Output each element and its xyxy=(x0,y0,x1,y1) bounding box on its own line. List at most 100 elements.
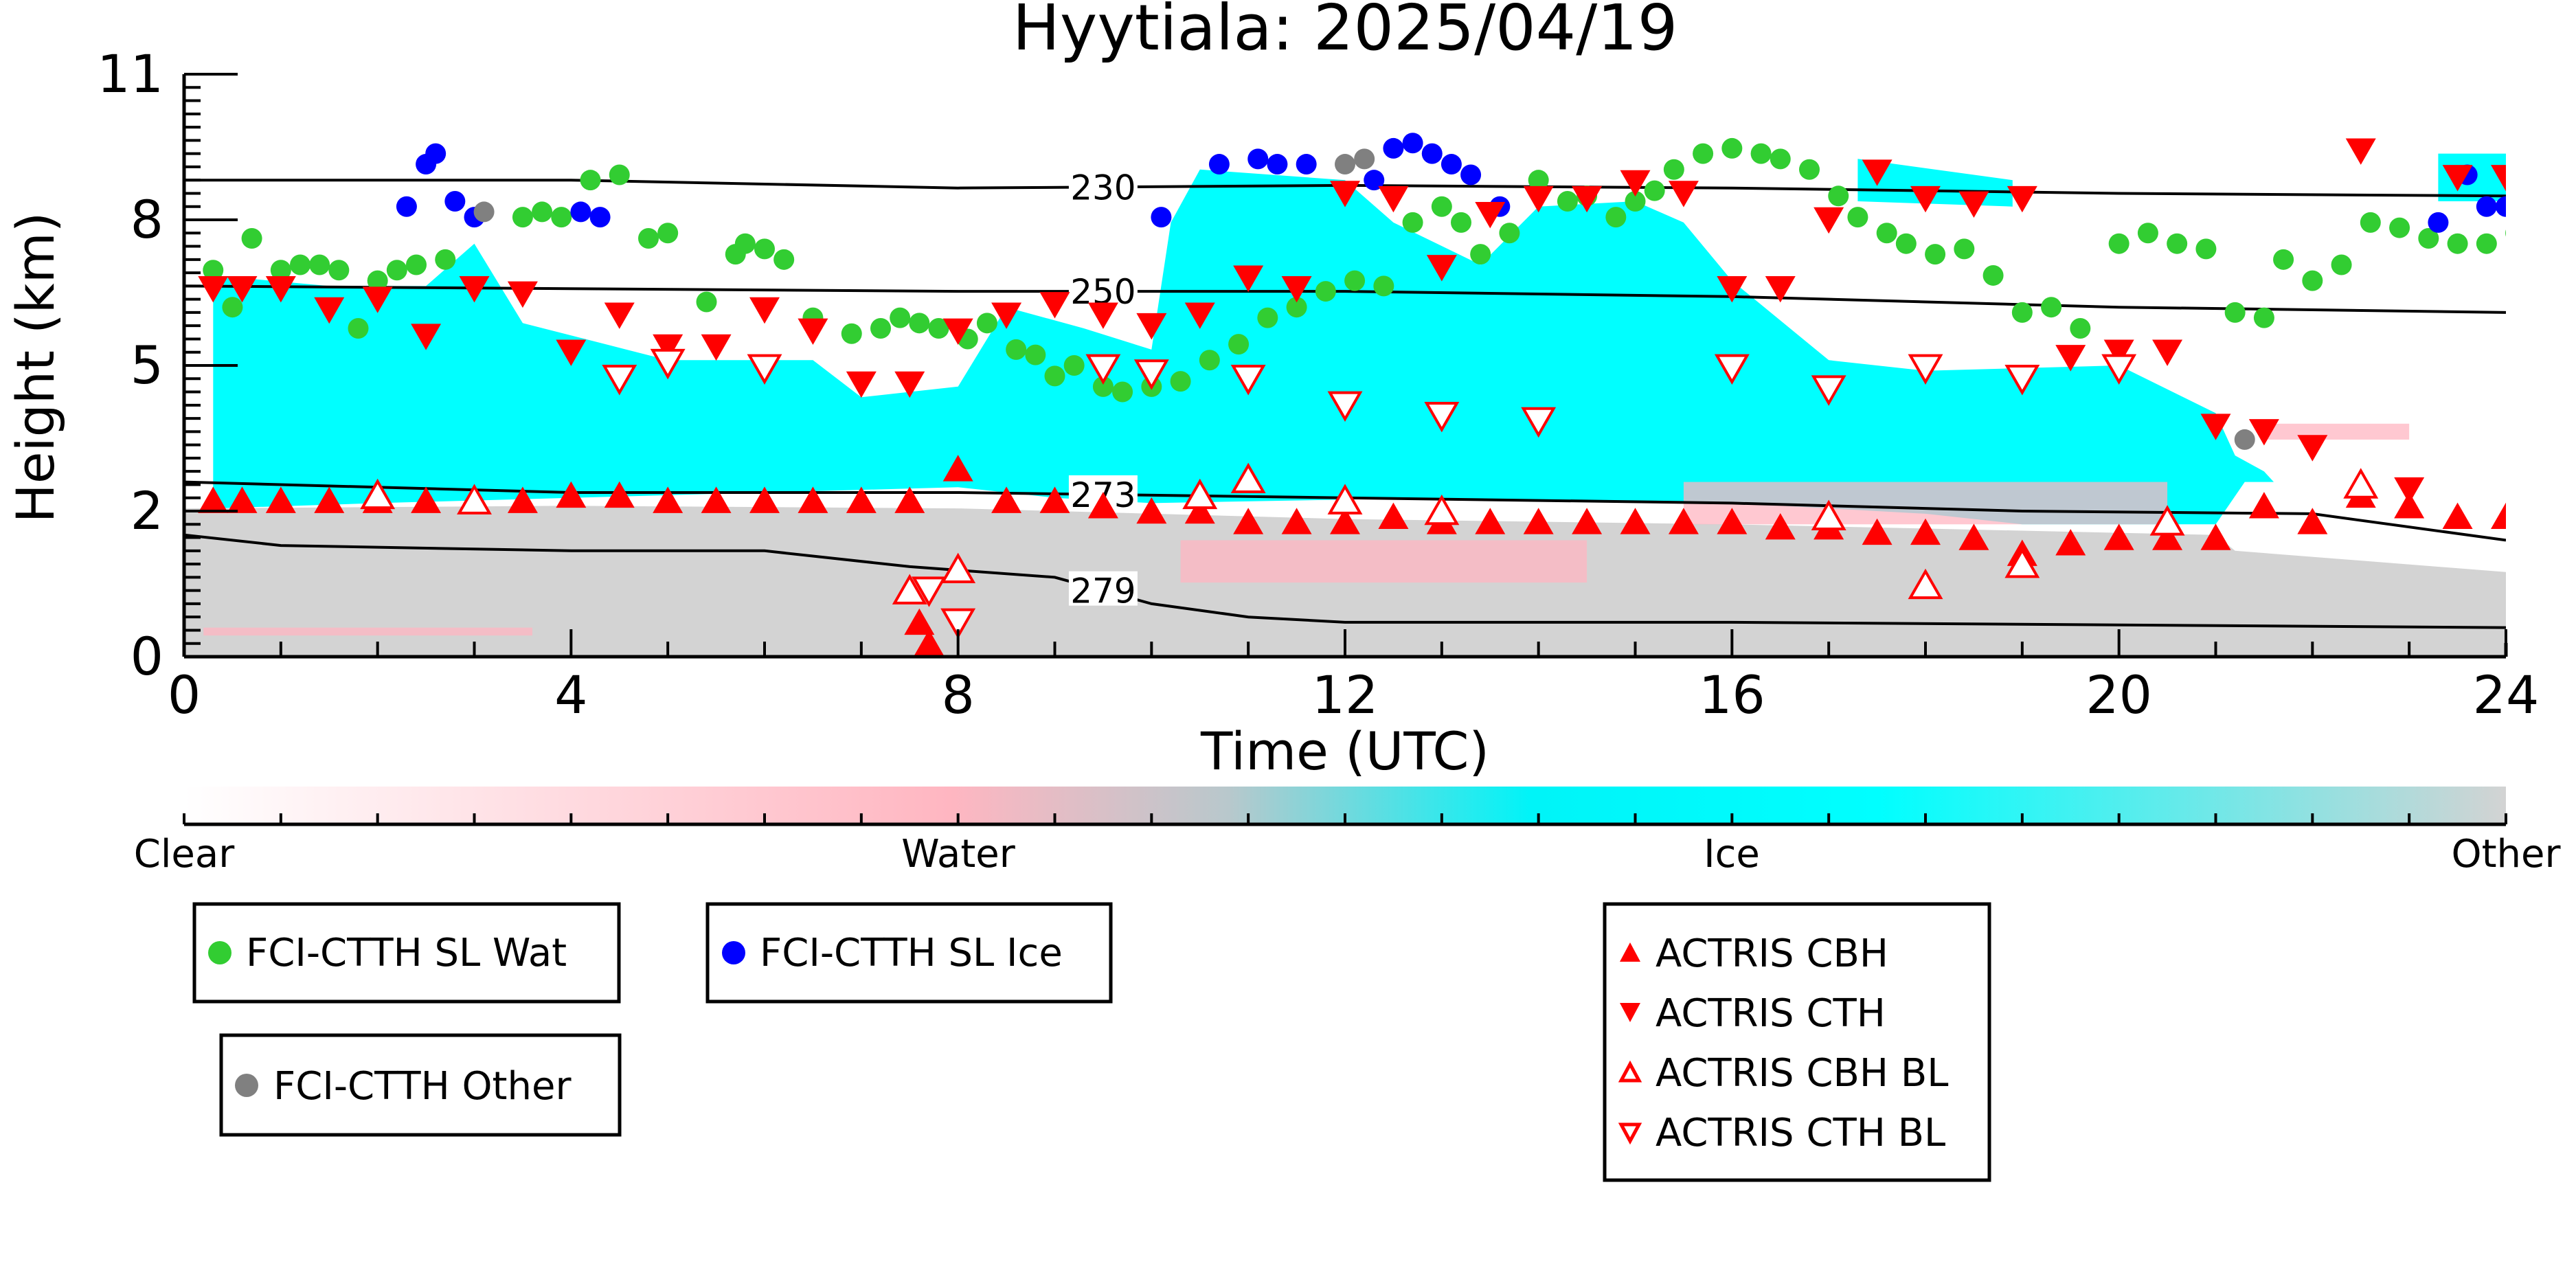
point-fci-ctth-sl-wat xyxy=(1721,137,1743,159)
triangle-down-filled-icon xyxy=(1620,1003,1640,1022)
point-fci-ctth-sl-ice xyxy=(1421,143,1443,164)
actris-cbh-point xyxy=(2055,529,2086,556)
actris-cbh-bl-point xyxy=(457,484,492,515)
y-axis-label: Height (km) xyxy=(5,212,66,523)
actris-cbh-bl-point xyxy=(2343,468,2379,499)
legend-label-cth: ACTRIS CTH xyxy=(1656,991,1886,1036)
actris-cth-bl-point xyxy=(1908,354,1943,385)
actris-cth-point xyxy=(1717,275,1748,303)
actris-cth-point xyxy=(411,324,442,350)
actris-cth-bl-point xyxy=(1085,354,1121,385)
legend-fci-ice: FCI-CTTH SL Ice xyxy=(705,902,1113,1004)
point-fci-ctth-sl-ice xyxy=(1383,137,1404,159)
colorbar-label-water: Water xyxy=(901,832,1016,877)
point-fci-ctth-sl-wat xyxy=(1895,233,1917,254)
contour-label-230: 230 xyxy=(1070,168,1136,207)
point-fci-ctth-sl-ice xyxy=(570,201,591,223)
legend-label-ice: FCI-CTTH SL Ice xyxy=(760,931,1063,975)
point-fci-ctth-sl-wat xyxy=(1876,223,1897,244)
point-fci-ctth-sl-wat xyxy=(1605,207,1627,228)
point-fci-ctth-sl-ice xyxy=(2476,196,2497,217)
x-tick-label: 8 xyxy=(941,664,974,725)
actris-cbh-bl-point xyxy=(940,552,976,584)
point-fci-ctth-sl-ice xyxy=(1402,133,1423,154)
actris-cth-point xyxy=(942,318,973,346)
point-fci-ctth-sl-ice xyxy=(589,207,611,228)
actris-cbh-bl-point xyxy=(360,478,396,510)
point-fci-ctth-sl-wat xyxy=(1025,344,1046,365)
actris-cth-point xyxy=(1233,265,1264,292)
actris-cbh-point xyxy=(991,486,1022,513)
actris-cth-point xyxy=(1475,202,1506,229)
region-water-0 xyxy=(203,627,532,636)
point-fci-ctth-sl-wat xyxy=(2505,229,2506,237)
actris-cth-point xyxy=(2297,435,2328,462)
point-fci-ctth-other xyxy=(1354,148,1375,170)
point-fci-ctth-sl-ice xyxy=(396,196,417,217)
point-fci-ctth-sl-wat xyxy=(1557,191,1578,212)
actris-cbh-point xyxy=(1233,508,1264,534)
legend-label-other: FCI-CTTH Other xyxy=(273,1064,572,1109)
point-fci-ctth-sl-wat xyxy=(609,164,630,185)
point-fci-ctth-sl-wat xyxy=(638,227,659,249)
actris-cth-point xyxy=(1039,292,1070,319)
actris-cth-point xyxy=(1184,302,1215,329)
contour-label-279: 279 xyxy=(1070,572,1136,611)
actris-cth-bl-point xyxy=(747,354,782,385)
actris-cbh-point xyxy=(2103,523,2134,550)
actris-cbh-point xyxy=(1136,497,1167,524)
actris-cbh-point xyxy=(2394,492,2425,519)
point-fci-ctth-sl-wat xyxy=(1528,170,1549,191)
actris-cth-bl-point xyxy=(2101,354,2137,385)
actris-cbh-point xyxy=(227,486,258,513)
point-fci-ctth-sl-wat xyxy=(1063,355,1085,376)
legend-label-wat: FCI-CTTH SL Wat xyxy=(246,931,567,975)
point-fci-ctth-sl-wat xyxy=(1373,275,1394,297)
point-fci-ctth-sl-wat xyxy=(1112,381,1133,403)
point-fci-ctth-sl-wat xyxy=(1828,185,1849,207)
actris-cbh-bl-point xyxy=(1182,478,1218,510)
point-fci-ctth-sl-wat xyxy=(2331,254,2352,275)
point-fci-ctth-sl-wat xyxy=(1044,365,1065,387)
point-fci-ctth-sl-wat xyxy=(270,260,291,281)
point-fci-ctth-sl-ice xyxy=(1296,154,1317,175)
legend-label-cbh: ACTRIS CBH xyxy=(1656,931,1888,976)
actris-cth-bl-point xyxy=(1424,401,1460,433)
actris-cth-point xyxy=(314,297,345,324)
actris-cbh-point xyxy=(1717,508,1748,534)
point-fci-ctth-sl-wat xyxy=(2108,233,2129,254)
actris-cth-point xyxy=(2007,185,2037,213)
actris-cth-point xyxy=(1330,181,1360,207)
actris-cth-point xyxy=(1910,185,1941,213)
actris-cbh-point xyxy=(2200,523,2231,550)
actris-cth-bl-point xyxy=(940,608,976,640)
y-tick-label: 5 xyxy=(131,335,163,396)
actris-cth-point xyxy=(1523,185,1554,213)
actris-cbh-point xyxy=(2491,502,2506,529)
point-fci-ctth-sl-wat xyxy=(2137,223,2158,244)
point-fci-ctth-sl-wat xyxy=(512,207,533,228)
actris-cbh-point xyxy=(2152,523,2183,550)
region-water-3 xyxy=(2263,423,2410,440)
actris-cbh-point xyxy=(1281,508,1312,534)
x-axis-label: Time (UTC) xyxy=(1200,721,1489,782)
point-fci-ctth-sl-ice xyxy=(425,143,447,164)
contour-label-bg-279 xyxy=(1068,571,1138,606)
actris-cbh-bl-point xyxy=(1424,494,1460,526)
actris-cbh-point xyxy=(2297,508,2328,534)
point-fci-ctth-sl-wat xyxy=(1344,270,1366,291)
actris-cth-point xyxy=(556,339,587,366)
actris-cth-bl-point xyxy=(602,365,637,396)
actris-cth-point xyxy=(991,302,1022,329)
point-fci-ctth-sl-wat xyxy=(1431,196,1452,217)
actris-cbh-point xyxy=(846,486,877,513)
x-tick-label: 16 xyxy=(1699,664,1765,725)
point-fci-ctth-sl-wat xyxy=(2476,233,2497,254)
point-fci-ctth-other xyxy=(1335,154,1355,175)
point-fci-ctth-sl-wat xyxy=(551,207,572,228)
point-fci-ctth-sl-wat xyxy=(2273,249,2294,270)
region-water-1 xyxy=(1180,540,1588,583)
point-fci-ctth-sl-wat xyxy=(406,254,427,275)
x-tick-label: 12 xyxy=(1312,664,1379,725)
